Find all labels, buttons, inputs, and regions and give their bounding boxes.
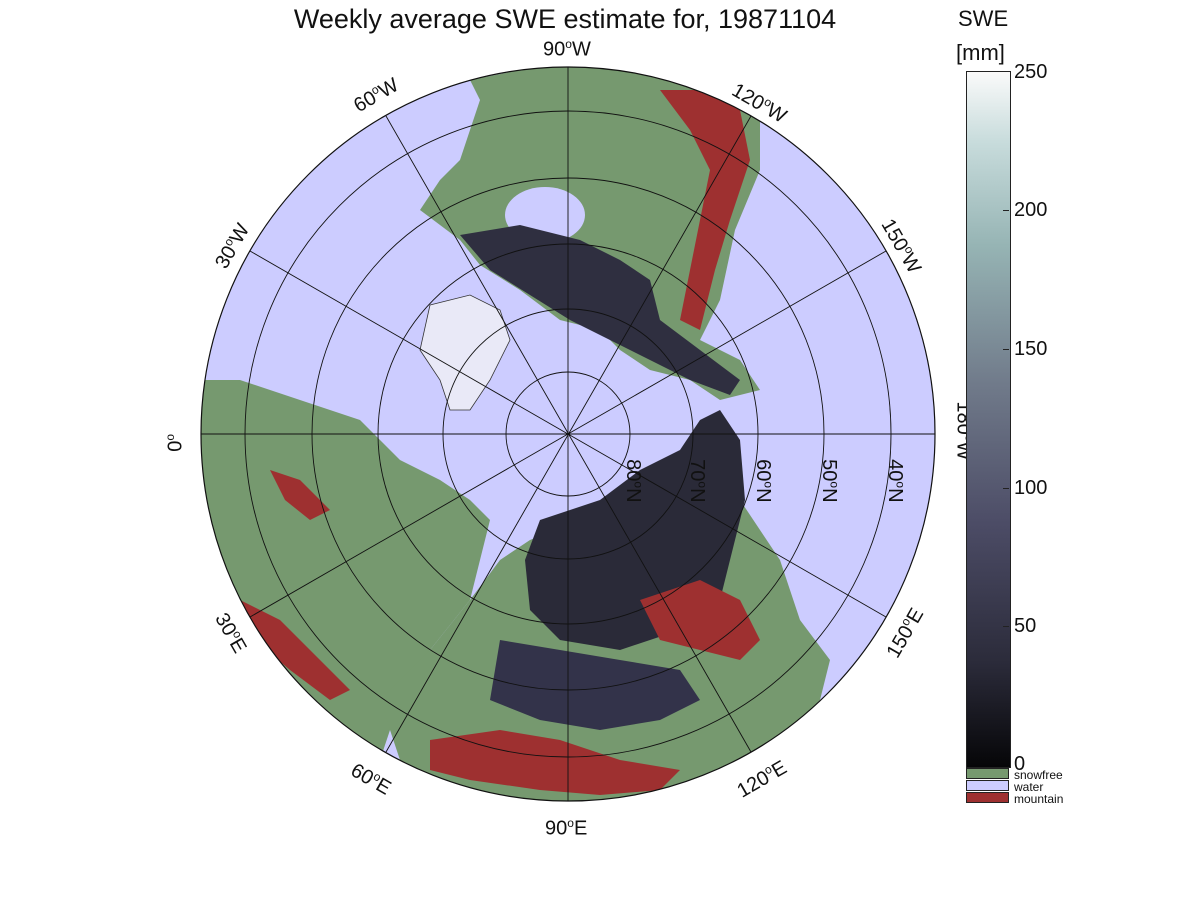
legend-label-water: water (1014, 780, 1044, 794)
label-0: 0o (163, 433, 187, 452)
canada-snow (460, 225, 740, 395)
colorbar (966, 71, 1011, 768)
scandinavia-mountains (270, 470, 330, 520)
colorbar-title: SWE (958, 6, 1009, 31)
colorbar-tick-0: 0 (1014, 753, 1026, 775)
colorbar-tick-100: 100 (1014, 477, 1048, 499)
himalaya-mountains (430, 730, 680, 795)
colorbar-tick-50: 50 (1014, 615, 1037, 637)
colorbar-tick-200: 200 (1014, 199, 1048, 221)
meridian-150w-30e (249, 250, 887, 618)
central-asia-snow (490, 640, 700, 730)
colorbar-tickmark-200 (1003, 210, 1009, 211)
colorbar-tick-150: 150 (1014, 338, 1048, 360)
legend-swatch-mountain (966, 792, 1009, 803)
label-50n: 50oN (817, 459, 842, 503)
north-america-land (420, 67, 760, 400)
legend-label-mountain: mountain (1014, 792, 1064, 806)
colorbar-tickmark-100 (1003, 488, 1009, 489)
east-asia-mountains (640, 580, 760, 660)
rocky-mountains (660, 90, 750, 330)
europe-mountains (240, 600, 350, 700)
label-40n: 40oN (883, 459, 908, 503)
label-90e: 90oE (545, 816, 588, 840)
graticule (200, 66, 936, 802)
colorbar-tickmark-50 (1003, 626, 1009, 627)
map-title: Weekly average SWE estimate for, 1987110… (293, 4, 837, 34)
label-70n: 70oN (685, 459, 710, 503)
legend-label-snowfree: snowfree (1014, 768, 1063, 782)
greenland (419, 294, 511, 411)
colorbar-tick-250: 250 (1014, 61, 1048, 83)
label-80n: 80oN (621, 459, 646, 503)
label-90w: 90oW (543, 37, 591, 61)
colorbar-unit: [mm] (956, 40, 1005, 65)
colorbar-tickmark-150 (1003, 349, 1009, 350)
legend-swatch-snowfree (966, 768, 1009, 779)
label-60n: 60oN (751, 459, 776, 503)
legend-swatch-water (966, 780, 1009, 791)
